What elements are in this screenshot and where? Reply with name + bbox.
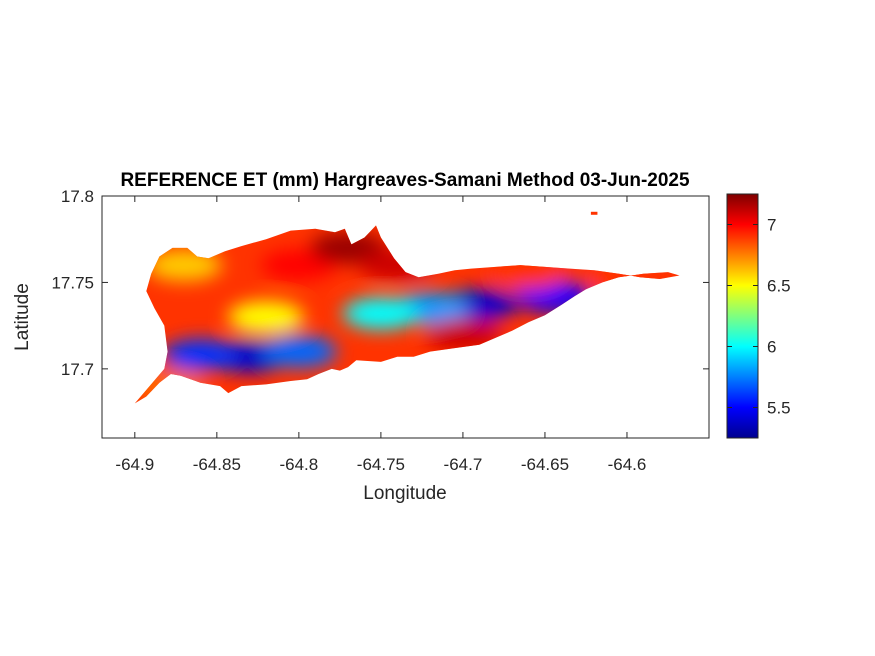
- x-tick-label: -64.65: [521, 455, 569, 474]
- y-tick-label: 17.7: [61, 360, 94, 379]
- field-sample: [588, 262, 665, 295]
- chart-title: REFERENCE ET (mm) Hargreaves-Samani Meth…: [120, 170, 690, 191]
- x-axis: -64.9 -64.85 -64.8 -64.75 -64.7 -64.65 -64.6: [115, 196, 646, 474]
- y-tick-label: 17.75: [51, 273, 94, 292]
- x-tick-label: -64.9: [115, 455, 154, 474]
- field-sample: [342, 297, 419, 330]
- x-axis-label: Longitude: [363, 483, 446, 504]
- x-tick-label: -64.8: [279, 455, 318, 474]
- et-field: [134, 225, 680, 404]
- plot-area: [101, 195, 710, 439]
- colorbar-tick-label: 7: [767, 216, 776, 235]
- field-sample: [260, 335, 337, 368]
- x-tick-label: -64.6: [608, 455, 647, 474]
- field-sample: [228, 301, 305, 333]
- field-sample: [490, 257, 567, 290]
- y-tick-label: 17.8: [61, 187, 94, 206]
- x-tick-label: -64.85: [193, 455, 241, 474]
- x-tick-label: -64.75: [357, 455, 405, 474]
- y-axis-label: Latitude: [12, 283, 33, 351]
- colorbar-tick-label: 5.5: [767, 399, 791, 418]
- colorbar-tick-label: 6: [767, 338, 776, 357]
- colorbar-ticks: 5.5 6 6.5 7: [727, 216, 791, 418]
- field-sample: [134, 370, 206, 403]
- field-sample: [162, 339, 239, 372]
- x-tick-label: -64.7: [444, 455, 483, 474]
- field-sample: [359, 249, 436, 282]
- y-axis: 17.7 17.75 17.8: [51, 187, 709, 379]
- field-sample: [424, 318, 501, 351]
- colorbar: [726, 193, 759, 439]
- field-sample: [146, 249, 223, 282]
- colorbar-tick-label: 6.5: [767, 277, 791, 296]
